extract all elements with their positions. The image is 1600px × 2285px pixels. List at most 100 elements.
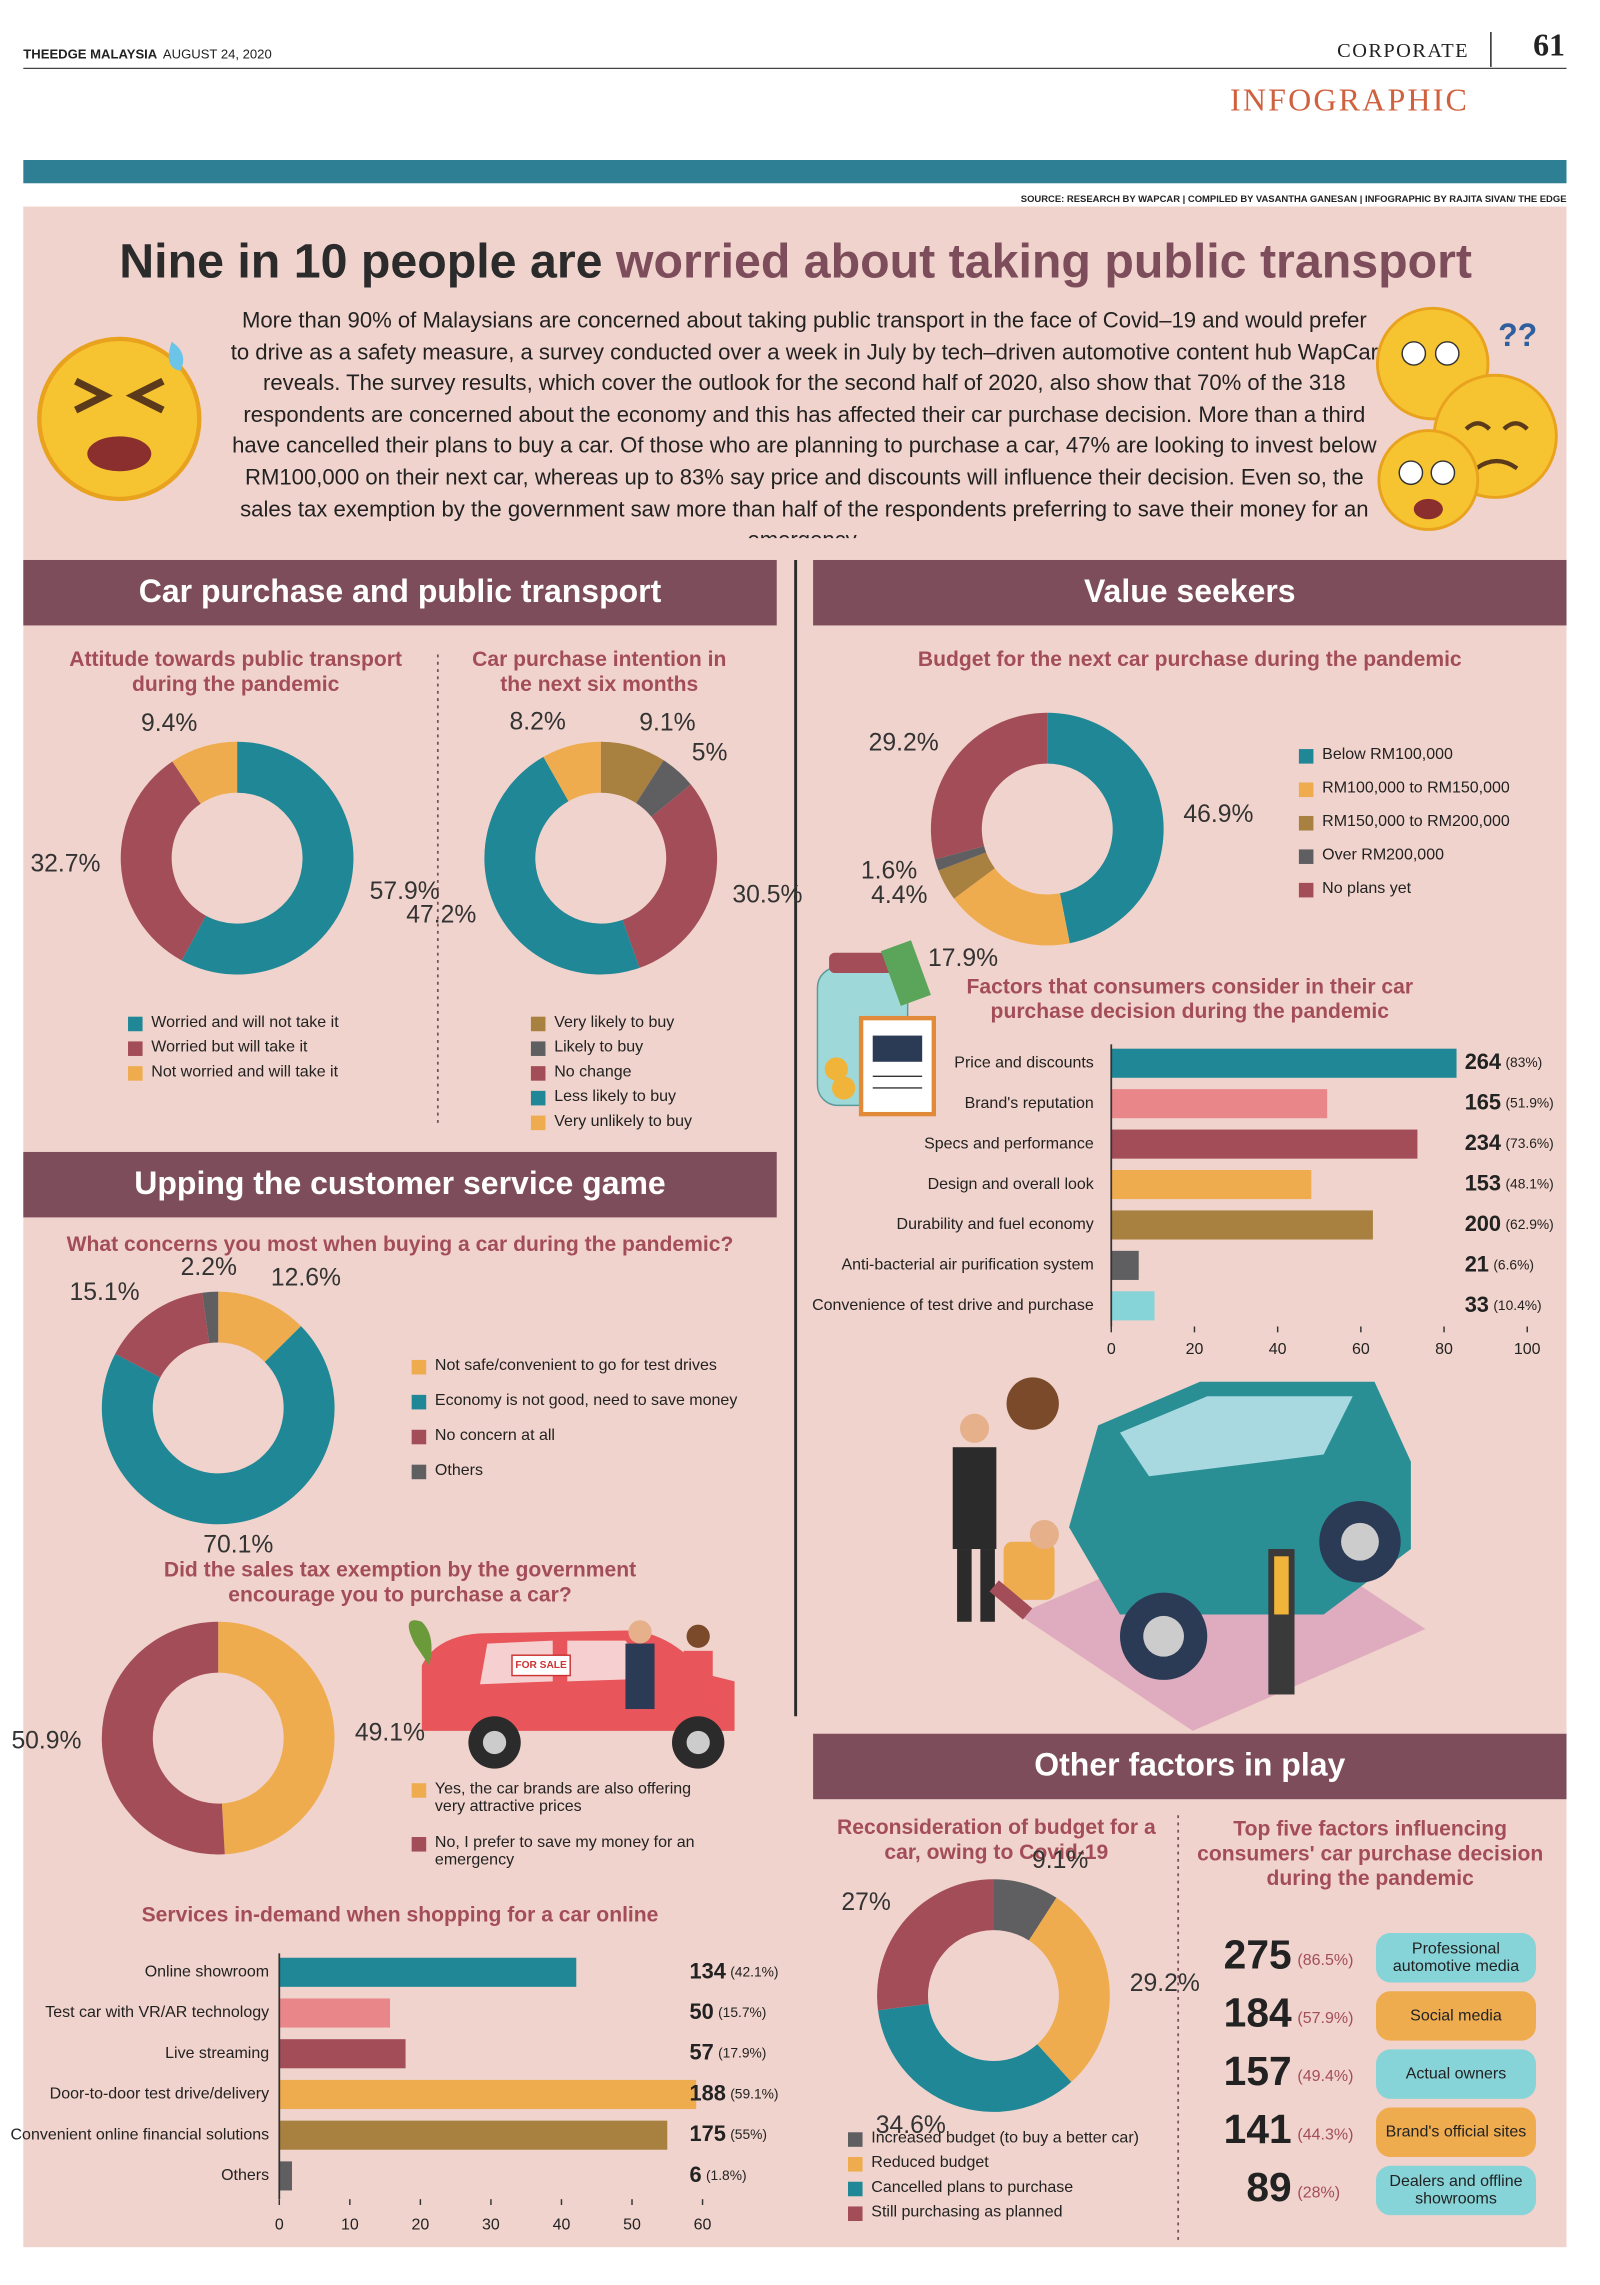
legend-label: RM150,000 to RM200,000 [1322,813,1510,831]
factor-label: Professional automotive media [1392,1940,1520,1976]
donut-slice [115,1292,210,1378]
bar-value: 33 (10.4%) [1465,1292,1542,1317]
legend-label: No, I prefer to save my money for an eme… [434,1834,695,1870]
bar-share: (17.9%) [718,2044,766,2060]
factor-count: 141 [1224,2106,1292,2152]
chart-title-box: Car purchase intention in the next six m… [472,648,727,697]
value-label: 32.7% [30,850,100,877]
legend-label: Not worried and will take it [151,1063,339,1081]
legend-swatch [1298,782,1314,798]
bar-count: 153 [1465,1170,1501,1195]
bar-share: (73.6%) [1505,1135,1553,1151]
value-label: 17.9% [928,945,998,972]
legend-swatch [128,1041,143,1056]
value-label: 30.5% [732,881,802,908]
bar-label: Brand's reputation [965,1095,1094,1112]
bar-value: 188 (59.1%) [689,2080,778,2105]
section-header-bar [23,559,777,626]
legend-label: No plans yet [1322,879,1412,898]
donut-slice [953,868,1070,946]
bar [1111,1129,1418,1159]
legend-label-box: Over RM200,000 [1322,847,1444,864]
legend-label: No concern at all [434,1426,555,1445]
intro-text-box: More than 90% of Malaysians are concerne… [231,308,1378,538]
legend-label-box: Less likely to buy [554,1087,677,1106]
bar-label: Convenience of test drive and purchase [812,1297,1094,1314]
factor-pill [1375,2165,1536,2216]
bar [279,1998,391,2028]
sale-sign [511,1654,571,1677]
legend-label-box: No change [554,1063,631,1080]
legend-label-box: Very likely to buy [554,1014,674,1031]
factor-label: Actual owners [1405,2065,1507,2083]
donut-slice [938,852,995,899]
value-label: 50.9% [11,1728,81,1755]
chart-title-box: What concerns you most when buying a car… [67,1233,734,1256]
brand: THEEDGE MALAYSIA [23,47,158,62]
legend-swatch [847,2157,863,2172]
legend-label-box: Economy is not good, need to save money [435,1392,737,1409]
section-header-bar [813,559,1567,626]
sale-sign-text: FOR SALE [515,1660,567,1671]
bar-label: Convenient online financial solutions [11,2126,270,2143]
legend-label: Worried but will take it [151,1038,308,1056]
legend-swatch [128,1066,143,1081]
value-label: 1.6% [861,858,917,885]
legend-swatch [128,1016,143,1032]
legend-label: Reduced budget [871,2154,989,2172]
bar-label: Test car with VR/AR technology [45,2004,269,2021]
legend-label-box: RM100,000 to RM150,000 [1322,779,1510,798]
x-tick-label: 0 [275,2217,284,2234]
x-tick-label: 100 [1514,1341,1541,1358]
bar-value: 165 (51.9%) [1465,1089,1554,1114]
bar-value: 175 (55%) [689,2121,767,2146]
jar-illustration [816,940,936,1117]
legend-swatch [411,1394,427,1410]
value-label: 47.2% [406,902,476,929]
donut-slice [877,1879,994,2011]
factor-pill [1375,1991,1536,2041]
x-tick-label: 20 [411,2217,429,2234]
legend-label: Increased budget (to buy a better car) [871,2129,1139,2147]
legend-label-box: No, I prefer to save my money for an eme… [434,1834,695,1870]
section-header: Car purchase and public transport [139,573,662,609]
section-label: CORPORATE [1337,40,1469,62]
legend-label-box: No concern at all [434,1426,555,1445]
donut-slice [218,1291,301,1362]
legend-label: Less likely to buy [554,1087,677,1106]
bar-label: Durability and fuel economy [897,1216,1094,1233]
bar-share: (6.6%) [1493,1256,1534,1272]
legend-swatch [847,2206,863,2222]
legend-label: Very unlikely to buy [554,1112,693,1131]
factor-share: (49.4%) [1297,2068,1353,2085]
bar-label: Live streaming [165,2045,269,2062]
bar [1111,1169,1312,1200]
donut-slice [172,741,238,804]
source: SOURCE: RESEARCH BY WAPCAR | COMPILED BY… [1021,194,1567,205]
chart-title: Services in-demand when shopping for a c… [141,1903,659,1928]
value-label: 2.2% [181,1254,237,1281]
bar [1111,1210,1373,1240]
bar-value: 21 (6.6%) [1465,1251,1534,1276]
x-tick-label: 0 [1107,1341,1116,1358]
bar-label: Online showroom [145,1964,269,1981]
legend-label: Below RM100,000 [1322,746,1453,764]
top-factors-title: Top five factors influencing consumers' … [1197,1818,1544,1891]
donut-slice [622,784,718,968]
bar-share: (83%) [1505,1054,1542,1070]
factor-count: 89 [1246,2164,1291,2210]
chart-title: Factors that consumers consider in their… [966,975,1414,1024]
legend-swatch [1298,849,1314,864]
x-tick-label: 30 [482,2217,500,2234]
bar-count: 50 [689,1999,713,2024]
factor-share: (28%) [1297,2185,1340,2202]
legend-label: Others [434,1461,483,1480]
legend-label: RM100,000 to RM150,000 [1322,779,1510,798]
bar [1111,1048,1457,1078]
bar [279,1957,577,1987]
chart-title: Car purchase intention in the next six m… [472,648,727,697]
chart-title: Did the sales tax exemption by the gover… [163,1559,637,1608]
bar-count: 234 [1465,1130,1501,1155]
value-label: 8.2% [510,709,566,736]
legend-label: Still purchasing as planned [871,2203,1063,2222]
